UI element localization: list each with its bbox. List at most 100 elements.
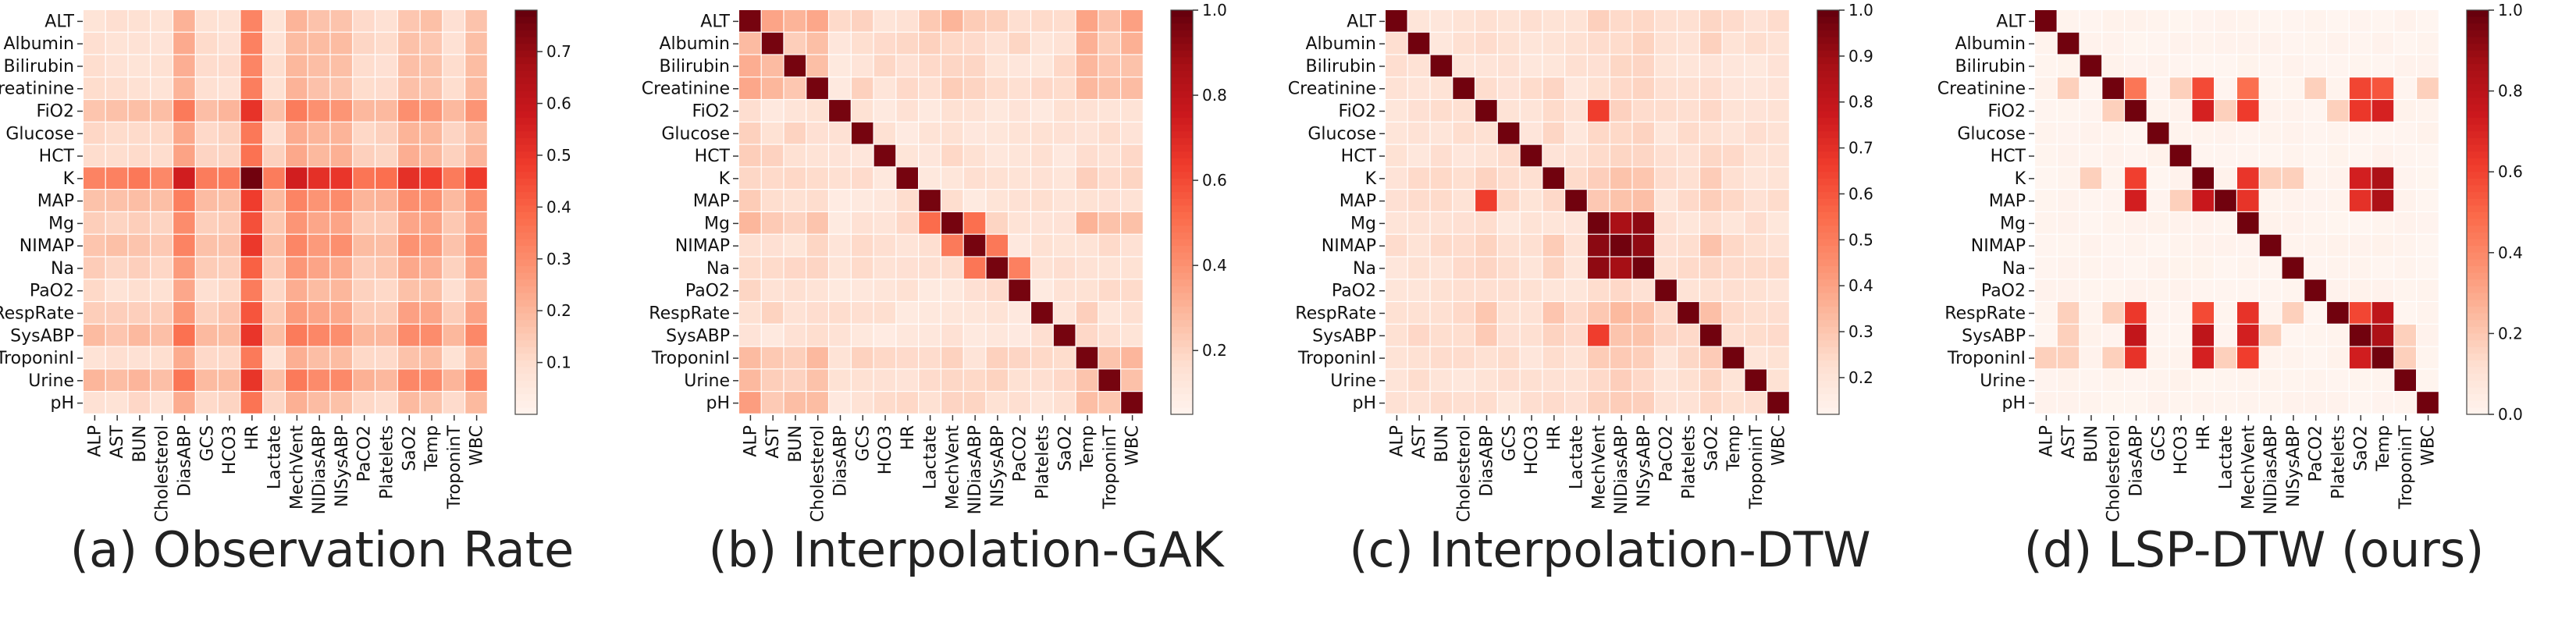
colorbar-segment (1171, 77, 1193, 85)
heatmap-cell (806, 257, 828, 279)
heatmap-cell (84, 234, 105, 257)
heatmap-cell (1520, 324, 1542, 346)
heatmap-cell (353, 10, 375, 32)
colorbar-segment (1171, 37, 1193, 44)
heatmap-cell (2259, 77, 2282, 99)
heatmap-cell (829, 32, 851, 55)
heatmap-cell (1453, 122, 1475, 144)
heatmap-cell (2327, 190, 2349, 211)
x-tick-label: Temp (422, 425, 442, 472)
heatmap-cell (919, 257, 941, 279)
x-tick-label: WBC (2419, 425, 2439, 466)
colorbar-segment (515, 272, 537, 280)
x-tick-label: MechVent (2239, 425, 2258, 510)
heatmap-cell (896, 302, 919, 324)
heatmap-cell (330, 302, 353, 324)
heatmap-cell (1386, 346, 1407, 369)
heatmap-cell (919, 100, 941, 122)
heatmap-cell (1386, 369, 1407, 392)
colorbar-segment (1817, 91, 1839, 98)
heatmap-cell (151, 32, 173, 55)
heatmap-cell (375, 302, 397, 324)
colorbar-tick-label: 0.8 (1202, 86, 1227, 105)
colorbar-segment (515, 118, 537, 126)
heatmap-cell (1076, 32, 1098, 55)
x-tick-label: Cholesterol (2105, 425, 2124, 522)
colorbar-segment (1171, 205, 1193, 213)
colorbar-segment (2467, 353, 2489, 361)
heatmap-cell (829, 55, 851, 77)
heatmap-cell (128, 32, 151, 55)
heatmap-cell (84, 369, 105, 392)
heatmap-cell (1098, 32, 1121, 55)
colorbar-segment (2467, 400, 2489, 408)
heatmap-cell (2417, 392, 2439, 414)
heatmap-cell (1453, 32, 1475, 55)
heatmap-cell (308, 122, 330, 144)
heatmap-cell (1542, 369, 1565, 392)
heatmap-cell (375, 257, 397, 279)
heatmap-cell (195, 234, 218, 257)
colorbar-segment (1817, 131, 1839, 139)
heatmap-cell (105, 324, 128, 346)
heatmap-cell (2282, 234, 2304, 257)
heatmap-cell (1407, 122, 1430, 144)
colorbar-segment (1817, 394, 1839, 402)
colorbar-segment (1171, 380, 1193, 389)
heatmap-cell (806, 279, 828, 301)
heatmap-cell (1699, 346, 1722, 369)
heatmap-cell (84, 324, 105, 346)
heatmap-cell (1497, 279, 1520, 301)
heatmap-cell (2237, 32, 2259, 55)
colorbar-segment (1817, 232, 1839, 240)
y-tick-label: NIMAP (675, 236, 730, 256)
x-tick-label: WBC (1770, 425, 1789, 466)
heatmap-cell (1767, 302, 1789, 324)
x-tick-label: NISysABP (1635, 425, 1654, 507)
heatmap-cell (465, 55, 487, 77)
heatmap-cell (1632, 100, 1655, 122)
heatmap-cell (1767, 100, 1789, 122)
heatmap-cell (2304, 369, 2326, 392)
heatmap-cell (1076, 77, 1098, 99)
heatmap-cell (330, 77, 353, 99)
colorbar-segment (2467, 151, 2489, 159)
x-tick-label: ALP (1387, 425, 1407, 457)
colorbar-tick-label: 0.6 (546, 94, 571, 113)
colorbar-tick-label: 0.6 (1202, 171, 1227, 190)
heatmap-cell (1722, 167, 1745, 190)
heatmap-cell (761, 234, 784, 257)
colorbar-segment (1817, 70, 1839, 78)
heatmap-cell (1031, 279, 1053, 301)
heatmap-cell (2125, 212, 2147, 234)
heatmap-cell (375, 346, 397, 369)
heatmap-cell (195, 369, 218, 392)
heatmap-cell (2417, 257, 2439, 279)
heatmap-cell (2057, 190, 2080, 211)
heatmap-cell (2192, 392, 2215, 414)
heatmap-cell (1407, 234, 1430, 257)
heatmap-cell (420, 190, 443, 211)
x-tick-label: ALP (741, 425, 760, 457)
colorbar-segment (1817, 252, 1839, 261)
heatmap-cell (240, 257, 263, 279)
colorbar-segment (1817, 407, 1839, 415)
heatmap-cell (240, 302, 263, 324)
heatmap-cell (896, 257, 919, 279)
colorbar-segment (2467, 77, 2489, 85)
heatmap-cell (2035, 77, 2057, 99)
heatmap-cell (1430, 257, 1453, 279)
heatmap-cell (240, 32, 263, 55)
heatmap-cell (1655, 167, 1677, 190)
colorbar-segment (1171, 124, 1193, 132)
heatmap-cell (420, 302, 443, 324)
colorbar-segment (2467, 286, 2489, 294)
heatmap-cell (2394, 100, 2417, 122)
heatmap-cell (263, 279, 285, 301)
heatmap-cell (1588, 100, 1610, 122)
heatmap-cell (2237, 77, 2259, 99)
colorbar-segment (2467, 23, 2489, 31)
heatmap-cell (308, 32, 330, 55)
heatmap-cell (1430, 10, 1453, 32)
